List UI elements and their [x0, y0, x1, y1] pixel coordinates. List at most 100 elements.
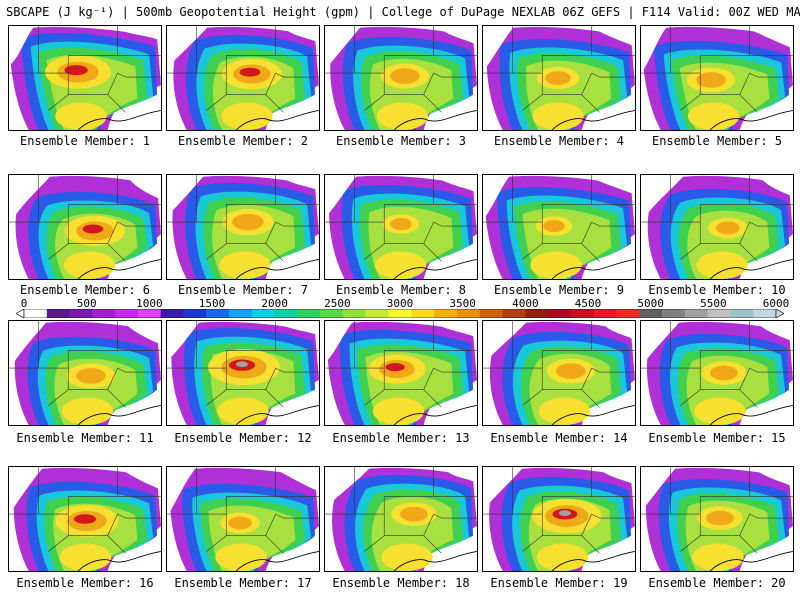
cape-core-yellow: [696, 251, 748, 279]
low-cape-region: [436, 26, 477, 45]
state-boundary-line: [641, 55, 701, 74]
colorbar-tick-label: 3500: [449, 297, 476, 310]
low-cape-region: [483, 175, 511, 221]
low-cape-region: [759, 175, 793, 197]
gulf-coastline: [235, 258, 319, 279]
cape-core-yellow: [374, 251, 427, 279]
state-boundary-line: [680, 368, 701, 406]
ensemble-member-label: Ensemble Member: 10: [648, 283, 786, 297]
state-boundary-line: [739, 221, 758, 244]
low-cape-region: [483, 321, 528, 366]
cape-core-yellow: [694, 397, 746, 425]
gulf-coastline: [235, 404, 319, 425]
state-boundary-line: [423, 367, 442, 390]
colorbar-segment: [183, 309, 207, 318]
sbcape-map: [9, 175, 161, 279]
state-boundary-line: [680, 514, 701, 552]
state-boundary-line: [522, 73, 543, 111]
state-boundary-line: [680, 222, 701, 260]
cape-core-red: [385, 362, 405, 372]
colorbar-segment: [570, 309, 594, 318]
low-cape-region: [167, 175, 205, 217]
state-boundary-line: [581, 221, 600, 244]
cape-core-red: [82, 224, 104, 234]
sbcape-map: [483, 321, 635, 425]
cape-core-yellow: [536, 543, 589, 571]
state-boundary-line: [700, 243, 758, 262]
state-boundary-line: [384, 535, 442, 554]
colorbar-segment: [206, 309, 230, 318]
state-boundary-line: [364, 514, 385, 552]
colorbar-segment: [684, 309, 708, 318]
cape-core-orange: [76, 368, 106, 384]
ensemble-member-label: Ensemble Member: 5: [651, 134, 783, 148]
low-cape-region: [167, 321, 201, 362]
gulf-coastline: [551, 404, 635, 425]
ensemble-member-label: Ensemble Member: 2: [177, 134, 309, 148]
gulf-coastline: [393, 109, 477, 130]
colorbar-segment: [434, 309, 458, 318]
colorbar-segment: [320, 309, 344, 318]
state-boundary-line: [384, 243, 442, 262]
colorbar-segment: [274, 309, 298, 318]
ensemble-member-panel: [8, 25, 162, 131]
cape-core-gray: [559, 510, 571, 517]
ensemble-member-label: Ensemble Member: 13: [332, 431, 470, 445]
cape-core-orange: [545, 71, 571, 85]
state-boundary-line: [107, 72, 126, 95]
colorbar-tick-label: 0: [20, 297, 28, 310]
gulf-coastline: [77, 258, 161, 279]
gulf-coastline: [235, 109, 319, 130]
colorbar-tick-labels: 0 500 1000 1500 2000 2500 3000 3500 4000 4500 5000…: [0, 297, 800, 310]
low-cape-region: [483, 26, 515, 73]
colorbar-segment: [456, 309, 481, 318]
low-cape-region: [275, 321, 319, 336]
low-cape-region: [9, 321, 48, 371]
cape-core-orange: [390, 68, 420, 84]
state-boundary-line: [265, 513, 284, 536]
cape-core-yellow: [219, 251, 271, 279]
gulf-coastline: [709, 404, 793, 425]
state-boundary-line: [107, 513, 126, 536]
colorbar-tick-label: 4500: [574, 297, 602, 310]
ensemble-member-panel: [8, 320, 162, 426]
colorbar-segment: [662, 309, 686, 318]
colorbar-segment: [24, 309, 48, 318]
colorbar-segment: [46, 309, 70, 318]
ensemble-member-panel: [324, 174, 478, 280]
ensemble-member-label: Ensemble Member: 14: [490, 431, 628, 445]
state-boundary-line: [384, 94, 442, 113]
colorbar-segment: [707, 309, 731, 318]
low-cape-region: [9, 26, 35, 67]
sbcape-map: [641, 175, 793, 279]
ensemble-member-label: Ensemble Member: 6: [19, 283, 151, 297]
state-boundary-line: [542, 535, 600, 554]
state-boundary-line: [364, 368, 385, 406]
cape-core-yellow: [687, 102, 740, 130]
low-cape-region: [118, 467, 161, 490]
state-boundary-line: [522, 368, 543, 406]
cape-core-yellow: [55, 102, 107, 130]
sbcape-map: [641, 467, 793, 571]
cape-core-yellow: [538, 397, 591, 425]
sbcape-map: [325, 26, 477, 130]
low-cape-region: [589, 26, 635, 47]
colorbar-tick-label: 1500: [198, 297, 226, 310]
cape-core-yellow: [692, 543, 744, 571]
sbcape-colorbar: [16, 309, 784, 318]
ensemble-member-panel: [166, 25, 320, 131]
ensemble-member-label: Ensemble Member: 3: [335, 134, 467, 148]
gulf-coastline: [77, 109, 161, 130]
cape-core-yellow: [61, 397, 114, 425]
low-cape-region: [325, 175, 358, 219]
colorbar-segment: [548, 309, 572, 318]
gulf-coastline: [235, 550, 319, 571]
colorbar-segment: [616, 309, 640, 318]
colorbar-tick-label: 3000: [386, 297, 414, 310]
state-boundary-line: [68, 535, 126, 554]
colorbar-max-arrow: [775, 309, 784, 318]
ensemble-member-panel: [324, 25, 478, 131]
low-cape-region: [445, 467, 477, 483]
ensemble-member-panel: [482, 320, 636, 426]
colorbar-segment: [297, 309, 321, 318]
